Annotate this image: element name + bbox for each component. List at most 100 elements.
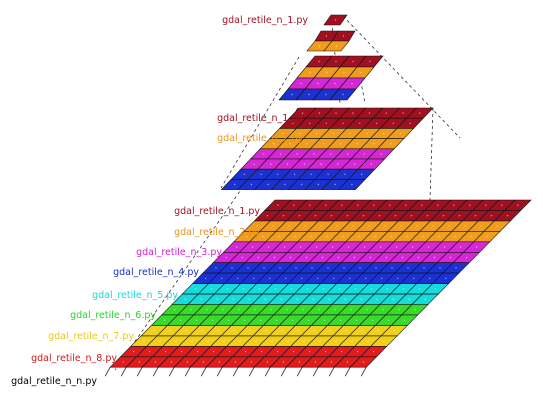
tile-speckle	[361, 329, 363, 332]
tile-speckle	[186, 361, 188, 363]
tile-speckle	[191, 340, 193, 342]
tile-speckle	[276, 350, 279, 353]
p3-band-6-row-1	[160, 304, 429, 316]
tile-speckle	[249, 329, 251, 332]
tile-speckle	[272, 225, 274, 227]
tile-speckle	[211, 319, 214, 321]
tile-speckle	[443, 246, 446, 248]
tile-speckle	[180, 350, 183, 353]
tile-speckle	[458, 215, 461, 217]
tile-speckle	[194, 288, 197, 290]
level-n-tick	[168, 367, 175, 377]
tile-speckle	[353, 163, 356, 165]
label-pyramid-3-8: gdal_retile_n_8.py	[31, 353, 117, 364]
p2-band-6	[240, 158, 386, 170]
tile-speckle	[448, 225, 450, 227]
label-pyramid-3-3: gdal_retile_n_3.py	[136, 247, 222, 258]
tile-speckle	[225, 256, 227, 259]
tile-speckle	[407, 267, 409, 269]
tile-speckle	[205, 277, 207, 280]
tile-speckle	[210, 288, 213, 290]
tile-speckle	[279, 153, 282, 155]
guide-line-6	[429, 107, 434, 201]
tile-speckle	[247, 267, 249, 269]
tile-speckle	[255, 340, 257, 342]
tile-speckle	[474, 215, 477, 217]
p2-band-5	[249, 148, 395, 160]
tile-speckle	[490, 215, 493, 217]
tile-speckle	[470, 235, 472, 238]
p3-band-1-row-1	[263, 199, 532, 211]
tile-speckle	[260, 173, 262, 175]
tile-speckle	[382, 309, 384, 311]
tile-speckle	[286, 309, 288, 311]
p3-band-8-row-1	[119, 345, 388, 358]
tile-speckle	[324, 350, 327, 353]
tile-speckle	[300, 82, 302, 85]
tile-speckle	[231, 267, 233, 269]
tile-speckle	[212, 350, 215, 353]
tile-speckle	[403, 319, 406, 321]
level-n-tick	[360, 367, 367, 377]
p1-level-3-band-3	[287, 77, 366, 90]
tile-speckle	[359, 267, 361, 269]
tile-speckle	[334, 183, 336, 186]
tile-speckle	[233, 183, 236, 186]
tile-speckle	[339, 319, 342, 321]
tile-speckle	[328, 298, 330, 300]
tile-speckle	[282, 132, 284, 135]
tile-speckle	[243, 173, 245, 175]
tile-speckle	[402, 112, 404, 114]
tile-speckle	[475, 246, 478, 248]
tile-speckle	[318, 309, 320, 311]
p1-level-3-band-1	[305, 55, 384, 68]
tile-speckle	[184, 298, 186, 300]
tile-speckle	[390, 235, 392, 238]
level-n-tick	[328, 367, 335, 377]
tile-speckle	[350, 309, 352, 311]
label-pyramid-3-7: gdal_retile_n_7.py	[48, 331, 134, 342]
tile-speckle	[243, 319, 246, 321]
tile-speckle	[296, 153, 298, 155]
p2-band-1	[288, 107, 434, 119]
pyramid-layers	[109, 14, 532, 368]
tile-speckle	[164, 350, 167, 353]
tile-speckle	[439, 267, 441, 269]
tile-speckle	[459, 246, 462, 248]
tile-speckle	[306, 288, 309, 290]
tile-speckle	[295, 267, 297, 269]
level-n-tick	[216, 367, 223, 377]
tile-speckle	[292, 350, 295, 353]
tile-speckle	[279, 267, 281, 269]
p3-band-5-row-2	[171, 293, 440, 305]
tile-speckle	[234, 361, 236, 363]
tile-speckle	[284, 183, 286, 186]
tile-speckle	[320, 163, 322, 165]
tile-speckle	[349, 132, 351, 135]
tile-speckle	[327, 173, 329, 175]
label-pyramid-1-1: gdal_retile_n_1.py	[222, 15, 308, 26]
tile-speckle	[163, 319, 166, 321]
tile-speckle	[306, 143, 308, 145]
tile-speckle	[226, 288, 229, 290]
tile-speckle	[384, 225, 386, 227]
level-n-tick	[248, 367, 255, 377]
tile-speckle	[367, 340, 369, 342]
tile-speckle	[202, 361, 204, 363]
tile-speckle	[310, 173, 312, 175]
tile-speckle	[382, 132, 385, 135]
tile-speckle	[283, 246, 286, 248]
tile-speckle	[289, 143, 291, 145]
tile-speckle	[434, 288, 437, 290]
tile-speckle	[360, 71, 362, 74]
tile-speckle	[190, 309, 192, 311]
tile-speckle	[299, 246, 302, 248]
tile-speckle	[343, 71, 345, 74]
tile-speckle	[285, 277, 287, 280]
tile-speckle	[275, 319, 278, 321]
tile-speckle	[319, 340, 321, 342]
tile-speckle	[294, 235, 296, 238]
tile-speckle	[397, 277, 399, 280]
tile-speckle	[200, 298, 202, 300]
tile-speckle	[385, 112, 387, 114]
